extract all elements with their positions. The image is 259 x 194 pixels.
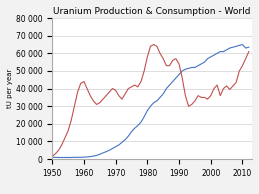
- Consumption: [108, 149, 111, 152]
- Production: [152, 43, 155, 46]
- Consumption: [244, 47, 247, 49]
- Consumption: [51, 156, 54, 158]
- Production: [244, 57, 247, 60]
- Production: [51, 155, 54, 158]
- Consumption: [190, 66, 193, 69]
- Consumption: [247, 46, 250, 48]
- Line: Production: Production: [52, 45, 249, 156]
- Consumption: [57, 156, 60, 159]
- Consumption: [152, 101, 155, 104]
- Title: Uranium Production & Consumption - World: Uranium Production & Consumption - World: [53, 7, 251, 16]
- Production: [247, 50, 250, 53]
- Production: [149, 45, 152, 48]
- Production: [190, 103, 193, 106]
- Consumption: [146, 109, 149, 112]
- Consumption: [241, 43, 244, 46]
- Line: Consumption: Consumption: [52, 45, 249, 158]
- Legend: Consumption, Production: Consumption, Production: [82, 193, 222, 194]
- Y-axis label: tU per year: tU per year: [7, 69, 13, 108]
- Production: [143, 70, 146, 72]
- Consumption: [114, 146, 117, 148]
- Production: [111, 87, 114, 90]
- Production: [105, 94, 108, 97]
